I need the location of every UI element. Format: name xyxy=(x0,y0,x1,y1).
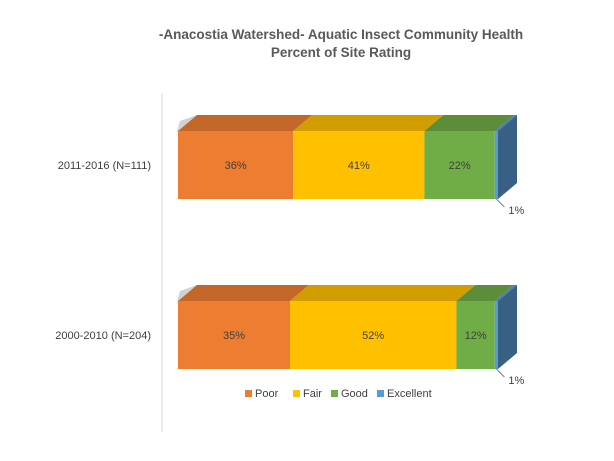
bar-left-edge-2011-2016-n-111 xyxy=(176,115,197,135)
legend-label-fair: Fair xyxy=(303,388,322,400)
legend-label-poor: Poor xyxy=(255,388,279,400)
legend-swatch-poor xyxy=(245,390,252,397)
bar-top-poor-2000-2010-n-204 xyxy=(178,285,309,301)
bar-excellent-2000-2010-n-204 xyxy=(494,301,498,369)
data-label-excellent-2000-2010-n-204: 1% xyxy=(508,375,524,387)
leader-line-excellent-2011-2016-n-111 xyxy=(496,198,505,208)
data-label-poor-2000-2010-n-204: 35% xyxy=(223,330,245,342)
bars-layer: 2011-2016 (N=111) 36% 41% 22% 1% 2000-2010 (N… xyxy=(55,115,525,387)
bar-excellent-2011-2016-n-111 xyxy=(494,131,498,199)
bar-poor-2011-2016-n-111 xyxy=(178,131,294,199)
bar-poor-2000-2010-n-204 xyxy=(178,301,290,369)
legend-swatch-excellent xyxy=(377,390,384,397)
data-label-fair-2000-2010-n-204: 52% xyxy=(362,330,384,342)
bar-top-excellent-2011-2016-n-111 xyxy=(494,115,517,131)
leader-line-excellent-2000-2010-n-204 xyxy=(496,368,505,378)
bar-top-fair-2000-2010-n-204 xyxy=(290,285,476,301)
bar-good-2011-2016-n-111 xyxy=(424,131,495,199)
bar-top-good-2011-2016-n-111 xyxy=(424,115,514,131)
data-label-poor-2011-2016-n-111: 36% xyxy=(225,160,247,172)
bar-side-excellent-2011-2016-n-111 xyxy=(498,115,517,199)
legend-label-excellent: Excellent xyxy=(387,388,432,400)
legend-label-good: Good xyxy=(341,388,368,400)
bar-good-2000-2010-n-204 xyxy=(456,301,495,369)
bar-top-good-2000-2010-n-204 xyxy=(456,285,514,301)
category-label-2000-2010-n-204: 2000-2010 (N=204) xyxy=(55,330,151,342)
chart-subtitle: Percent of Site Rating xyxy=(271,45,411,60)
bar-fair-2000-2010-n-204 xyxy=(290,301,457,369)
data-label-fair-2011-2016-n-111: 41% xyxy=(348,160,370,172)
data-label-excellent-2011-2016-n-111: 1% xyxy=(508,205,524,217)
bar-top-excellent-2000-2010-n-204 xyxy=(494,285,517,301)
legend-swatch-fair xyxy=(293,390,300,397)
legend: Poor Fair Good Excellent xyxy=(245,388,432,400)
legend-swatch-good xyxy=(331,390,338,397)
bar-left-edge-2000-2010-n-204 xyxy=(176,285,197,305)
bar-top-poor-2011-2016-n-111 xyxy=(178,115,313,131)
category-label-2011-2016-n-111: 2011-2016 (N=111) xyxy=(58,160,151,172)
bar-top-fair-2011-2016-n-111 xyxy=(293,115,444,131)
chart-title: -Anacostia Watershed- Aquatic Insect Com… xyxy=(159,27,523,42)
bar-fair-2011-2016-n-111 xyxy=(293,131,425,199)
data-label-good-2011-2016-n-111: 22% xyxy=(449,160,471,172)
bar-side-excellent-2000-2010-n-204 xyxy=(498,285,517,369)
data-label-good-2000-2010-n-204: 12% xyxy=(465,330,487,342)
